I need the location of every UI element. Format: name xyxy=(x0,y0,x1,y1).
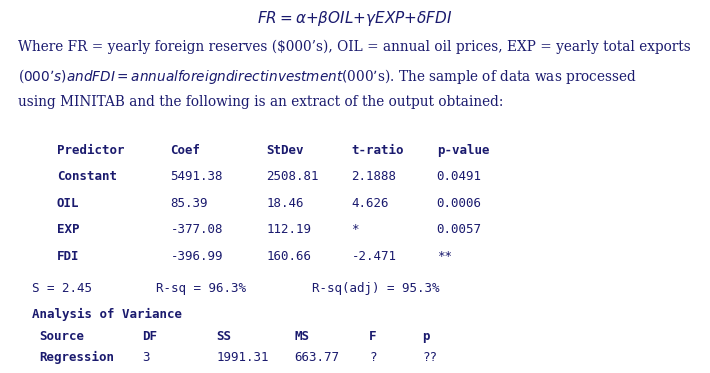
Text: Source: Source xyxy=(39,330,84,343)
Text: using MINITAB and the following is an extract of the output obtained:: using MINITAB and the following is an ex… xyxy=(18,95,503,109)
Text: 18.46: 18.46 xyxy=(266,197,304,210)
Text: Coef: Coef xyxy=(170,144,200,157)
Text: Constant: Constant xyxy=(57,170,117,183)
Text: **: ** xyxy=(437,250,452,263)
Text: 112.19: 112.19 xyxy=(266,223,311,236)
Text: 0.0006: 0.0006 xyxy=(437,197,481,210)
Text: -2.471: -2.471 xyxy=(351,250,396,263)
Text: -396.99: -396.99 xyxy=(170,250,223,263)
Text: Predictor: Predictor xyxy=(57,144,124,157)
Text: 1991.31: 1991.31 xyxy=(217,351,269,364)
Text: *: * xyxy=(351,223,359,236)
Text: -377.08: -377.08 xyxy=(170,223,223,236)
Text: S = 2.45: S = 2.45 xyxy=(32,282,92,295)
Text: StDev: StDev xyxy=(266,144,304,157)
Text: 2.1888: 2.1888 xyxy=(351,170,396,183)
Text: Analysis of Variance: Analysis of Variance xyxy=(32,308,182,321)
Text: 2508.81: 2508.81 xyxy=(266,170,319,183)
Text: $\mathit{FR{=}\alpha{+}\beta OIL{+}\gamma EXP{+}\delta FDI}$: $\mathit{FR{=}\alpha{+}\beta OIL{+}\gamm… xyxy=(257,9,453,28)
Text: t-ratio: t-ratio xyxy=(351,144,404,157)
Text: MS: MS xyxy=(295,330,310,343)
Text: 0.0057: 0.0057 xyxy=(437,223,481,236)
Text: F: F xyxy=(369,330,377,343)
Text: OIL: OIL xyxy=(57,197,80,210)
Text: 160.66: 160.66 xyxy=(266,250,311,263)
Text: DF: DF xyxy=(142,330,157,343)
Text: p-value: p-value xyxy=(437,144,489,157)
Text: 4.626: 4.626 xyxy=(351,197,389,210)
Text: 663.77: 663.77 xyxy=(295,351,339,364)
Text: ?: ? xyxy=(369,351,377,364)
Text: EXP: EXP xyxy=(57,223,80,236)
Text: R-sq(adj) = 95.3%: R-sq(adj) = 95.3% xyxy=(312,282,440,295)
Text: Where FR = yearly foreign reserves ($000’s), OIL = annual oil prices, EXP = year: Where FR = yearly foreign reserves ($000… xyxy=(18,39,691,54)
Text: SS: SS xyxy=(217,330,231,343)
Text: 3: 3 xyxy=(142,351,150,364)
Text: Regression: Regression xyxy=(39,351,114,364)
Text: ($000’s) and FDI = annual foreign direct investment ($000’s). The sample of data: ($000’s) and FDI = annual foreign direct… xyxy=(18,67,637,86)
Text: ??: ?? xyxy=(422,351,437,364)
Text: 5491.38: 5491.38 xyxy=(170,170,223,183)
Text: FDI: FDI xyxy=(57,250,80,263)
Text: 85.39: 85.39 xyxy=(170,197,208,210)
Text: R-sq = 96.3%: R-sq = 96.3% xyxy=(156,282,246,295)
Text: 0.0491: 0.0491 xyxy=(437,170,481,183)
Text: p: p xyxy=(422,330,430,343)
